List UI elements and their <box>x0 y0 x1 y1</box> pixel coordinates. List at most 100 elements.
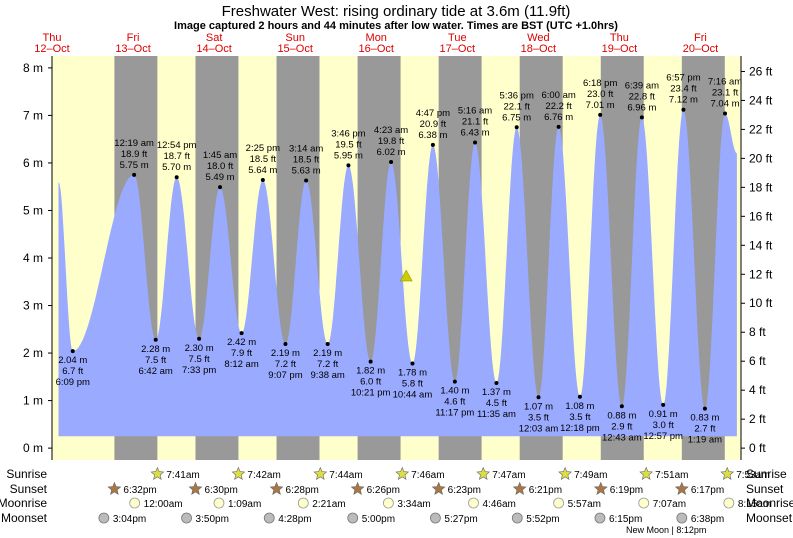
high-tide-label: 5.63 m <box>292 166 321 177</box>
sunset-icon <box>188 481 203 495</box>
low-tide-label: 12:43 am <box>602 432 642 443</box>
high-tide-label: 3:14 am <box>289 144 323 155</box>
moonset-icon <box>594 512 606 524</box>
high-tide-label: 18.0 ft <box>207 161 234 172</box>
moonrise-icon <box>297 497 309 509</box>
high-tide-label: 4:47 pm <box>416 108 450 119</box>
sunrise-time: 7:46am <box>411 470 444 481</box>
y-tick-label-left: 2 m <box>23 346 43 360</box>
moonrise-time: 2:21am <box>312 499 345 510</box>
high-tide-label: 1:45 am <box>203 150 237 161</box>
low-tide-point <box>494 381 499 386</box>
high-tide-label: 5:16 am <box>458 106 492 117</box>
moonrise-icon <box>553 497 565 509</box>
sunrise-time: 7:41am <box>166 470 199 481</box>
low-tide-label: 12:18 pm <box>560 423 600 434</box>
sunset-time: 6:23pm <box>448 485 481 496</box>
high-tide-label: 22.1 ft <box>503 101 530 112</box>
high-tide-point <box>639 115 644 120</box>
y-tick-label-right: 26 ft <box>749 64 773 78</box>
y-tick-label-left: 3 m <box>23 299 43 313</box>
low-tide-label: 2.04 m <box>58 355 87 366</box>
y-tick-label-right: 24 ft <box>749 93 773 107</box>
sunrise-time: 7:51am <box>655 470 688 481</box>
sunset-icon <box>674 481 689 495</box>
low-tide-point <box>577 394 582 399</box>
low-tide-label: 6:42 am <box>139 366 173 377</box>
y-tick-label-left: 1 m <box>23 394 43 408</box>
low-tide-label: 11:35 am <box>477 409 516 420</box>
low-tide-label: 0.91 m <box>649 409 678 420</box>
high-tide-label: 6.02 m <box>377 147 406 158</box>
low-tide-label: 7.2 ft <box>317 359 338 370</box>
sunset-time: 6:32pm <box>123 485 156 496</box>
y-tick-label-right: 12 ft <box>749 267 773 281</box>
tide-area <box>58 109 737 437</box>
high-tide-label: 19.8 ft <box>378 136 405 147</box>
high-tide-label: 6:00 am <box>541 90 575 101</box>
sunrise-time: 7:49am <box>574 470 607 481</box>
moonset-icon <box>98 512 110 524</box>
low-tide-label: 3.5 ft <box>569 412 590 423</box>
y-tick-label-right: 10 ft <box>749 296 773 310</box>
y-tick-label-left: 8 m <box>23 61 43 75</box>
moonrise-icon <box>129 497 141 509</box>
moonrise-icon <box>723 497 735 509</box>
low-tide-label: 12:03 am <box>519 423 559 434</box>
high-tide-point <box>132 172 137 177</box>
y-tick-label-left: 5 m <box>23 203 43 217</box>
moonset-icon <box>430 512 441 524</box>
moonrise-time: 7:07am <box>653 499 686 510</box>
low-tide-label: 10:44 am <box>393 390 433 401</box>
low-tide-label: 11:17 pm <box>435 408 474 419</box>
low-tide-label: 7.5 ft <box>189 354 210 365</box>
sunrise-icon <box>476 466 491 480</box>
low-tide-label: 0.83 m <box>690 413 719 424</box>
day-name: Fri <box>127 32 140 44</box>
sunrise-icon <box>395 466 410 480</box>
y-tick-label-left: 6 m <box>23 156 43 170</box>
moonset-time: 6:15pm <box>609 514 642 525</box>
high-tide-point <box>346 163 351 168</box>
sunrise-time: 7:42am <box>247 470 280 481</box>
moonset-icon <box>676 512 688 524</box>
low-tide-point <box>70 349 75 354</box>
high-tide-label: 12:19 am <box>114 138 154 149</box>
low-tide-label: 4.6 ft <box>444 397 465 408</box>
sunrise-icon <box>639 466 654 480</box>
low-tide-label: 7.9 ft <box>231 348 252 359</box>
high-tide-label: 5.75 m <box>120 160 149 171</box>
sunset-time: 6:17pm <box>691 485 724 496</box>
chart-subtitle: Image captured 2 hours and 44 minutes af… <box>174 20 618 32</box>
high-tide-label: 22.2 ft <box>545 101 572 112</box>
low-tide-label: 2.30 m <box>185 343 214 354</box>
moonset-row-label-right: Moonset <box>746 511 793 525</box>
high-tide-label: 21.1 ft <box>462 117 489 128</box>
day-date: 16–Oct <box>359 43 394 55</box>
sunset-row-label-left: Sunset <box>10 482 48 496</box>
high-tide-label: 18.5 ft <box>250 154 277 165</box>
high-tide-label: 12:54 pm <box>157 140 197 151</box>
high-tide-point <box>389 159 394 164</box>
day-name: Thu <box>43 32 62 44</box>
high-tide-label: 7.12 m <box>669 95 698 106</box>
low-tide-point <box>283 342 288 347</box>
y-tick-label-right: 22 ft <box>749 122 773 136</box>
moonrise-icon <box>213 497 225 509</box>
y-tick-label-left: 4 m <box>23 251 43 265</box>
high-tide-label: 23.1 ft <box>712 88 739 99</box>
low-tide-label: 2.28 m <box>141 344 170 355</box>
sunrise-icon <box>558 466 573 480</box>
moonrise-icon <box>382 497 394 509</box>
low-tide-point <box>619 404 624 409</box>
low-tide-point <box>536 395 541 400</box>
sunrise-time: 7:47am <box>492 470 525 481</box>
low-tide-label: 5.8 ft <box>402 379 423 390</box>
sunset-icon <box>350 481 365 495</box>
sunrise-icon <box>720 466 735 480</box>
high-tide-label: 22.8 ft <box>629 91 656 102</box>
moonset-time: 5:27pm <box>444 514 477 525</box>
day-date: 19–Oct <box>602 43 637 55</box>
sunset-icon <box>431 481 446 495</box>
